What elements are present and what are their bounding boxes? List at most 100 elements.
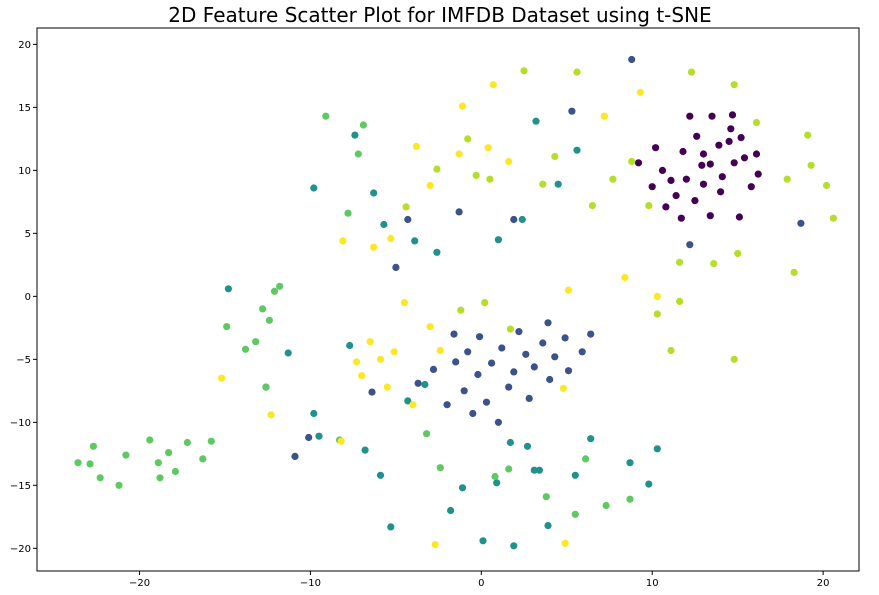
x-tick-label: −10 <box>300 578 321 589</box>
scatter-point <box>672 192 680 200</box>
scatter-point <box>436 346 444 355</box>
scatter-point <box>224 285 232 293</box>
scatter-point <box>494 236 502 244</box>
scatter-point <box>165 449 173 457</box>
scatter-point <box>447 506 455 515</box>
y-tick-label: 0 <box>25 292 31 303</box>
scatter-point <box>400 299 408 307</box>
scatter-point <box>628 157 636 166</box>
scatter-point <box>479 537 487 545</box>
scatter-point <box>717 188 725 196</box>
scatter-point <box>706 212 714 220</box>
x-axis: −20 −10 0 10 20 <box>129 571 829 589</box>
scatter-point <box>472 171 480 179</box>
scatter-point <box>804 131 812 139</box>
scatter-point <box>122 451 130 459</box>
scatter-point <box>730 81 738 89</box>
scatter-point <box>730 355 738 363</box>
scatter-point <box>376 471 385 479</box>
scatter-point <box>718 173 726 181</box>
scatter-point <box>636 88 644 96</box>
scatter-point <box>546 375 554 384</box>
scatter-point <box>464 135 472 143</box>
scatter-point <box>351 131 359 139</box>
scatter-point <box>74 459 82 467</box>
scatter-point <box>370 243 378 251</box>
scatter-point <box>218 374 226 382</box>
scatter-point <box>699 180 708 188</box>
scatter-point <box>433 165 441 173</box>
scatter-point <box>486 175 494 183</box>
scatter-point <box>366 338 374 346</box>
scatter-point <box>414 379 422 387</box>
scatter-point <box>735 213 744 221</box>
scatter-point <box>564 367 573 375</box>
scatter-point <box>539 339 547 347</box>
scatter-point <box>518 215 526 224</box>
scatter-point <box>505 157 513 166</box>
scatter-point <box>662 203 670 211</box>
scatter-point <box>199 455 207 463</box>
scatter-point <box>667 176 675 184</box>
scatter-point <box>682 175 691 183</box>
scatter-point <box>653 292 661 300</box>
scatter-point <box>404 215 412 224</box>
scatter-point <box>96 474 104 482</box>
scatter-point <box>551 353 559 361</box>
scatter-point <box>491 472 499 481</box>
scatter-point <box>699 150 708 158</box>
scatter-point <box>734 249 742 258</box>
scatter-point <box>600 112 609 120</box>
scatter-point <box>310 409 318 418</box>
scatter-point <box>455 150 463 158</box>
scatter-point <box>561 539 569 547</box>
scatter-point <box>505 465 513 473</box>
scatter-point <box>387 523 395 531</box>
scatter-point <box>634 159 643 167</box>
scatter-point <box>450 330 458 338</box>
scatter-point <box>291 452 299 460</box>
scatter-point <box>706 160 714 168</box>
scatter-point <box>691 197 699 205</box>
scatter-point <box>183 438 191 447</box>
x-tick-label: −20 <box>129 578 150 589</box>
scatter-point <box>542 493 550 501</box>
chart-title: 2D Feature Scatter Plot for IMFDB Datase… <box>168 3 711 27</box>
scatter-point <box>207 437 215 445</box>
scatter-point <box>154 459 162 467</box>
scatter-point <box>402 203 410 211</box>
scatter-point <box>457 306 465 314</box>
scatter-point <box>667 346 675 355</box>
scatter-point <box>653 445 661 453</box>
scatter-point <box>464 348 472 356</box>
scatter-point <box>532 117 540 125</box>
scatter-point <box>488 359 496 367</box>
scatter-point <box>458 484 467 492</box>
scatter-point <box>265 316 273 324</box>
scatter-point <box>506 325 514 333</box>
scatter-point <box>421 380 429 389</box>
x-tick-label: 0 <box>478 578 484 589</box>
scatter-point <box>783 175 791 183</box>
y-tick-label: −5 <box>16 355 31 366</box>
scatter-point <box>551 152 559 161</box>
scatter-point <box>469 409 477 418</box>
scatter-point <box>368 388 376 396</box>
scatter-point <box>436 464 444 472</box>
scatter-point <box>310 184 318 192</box>
scatter-point <box>645 480 653 488</box>
y-tick-label: 5 <box>25 229 31 240</box>
scatter-point <box>752 150 761 158</box>
scatter-point <box>423 430 431 438</box>
scatter-point <box>525 394 533 402</box>
x-tick-label: 20 <box>817 578 830 589</box>
scatter-point <box>370 189 378 197</box>
scatter-point <box>489 81 497 89</box>
scatter-point <box>458 102 467 110</box>
scatter-point <box>429 365 438 373</box>
scatter-point <box>476 333 484 341</box>
scatter-point <box>752 118 761 127</box>
scatter-point <box>315 432 323 440</box>
scatter-point <box>609 175 617 183</box>
scatter-point <box>380 220 388 229</box>
